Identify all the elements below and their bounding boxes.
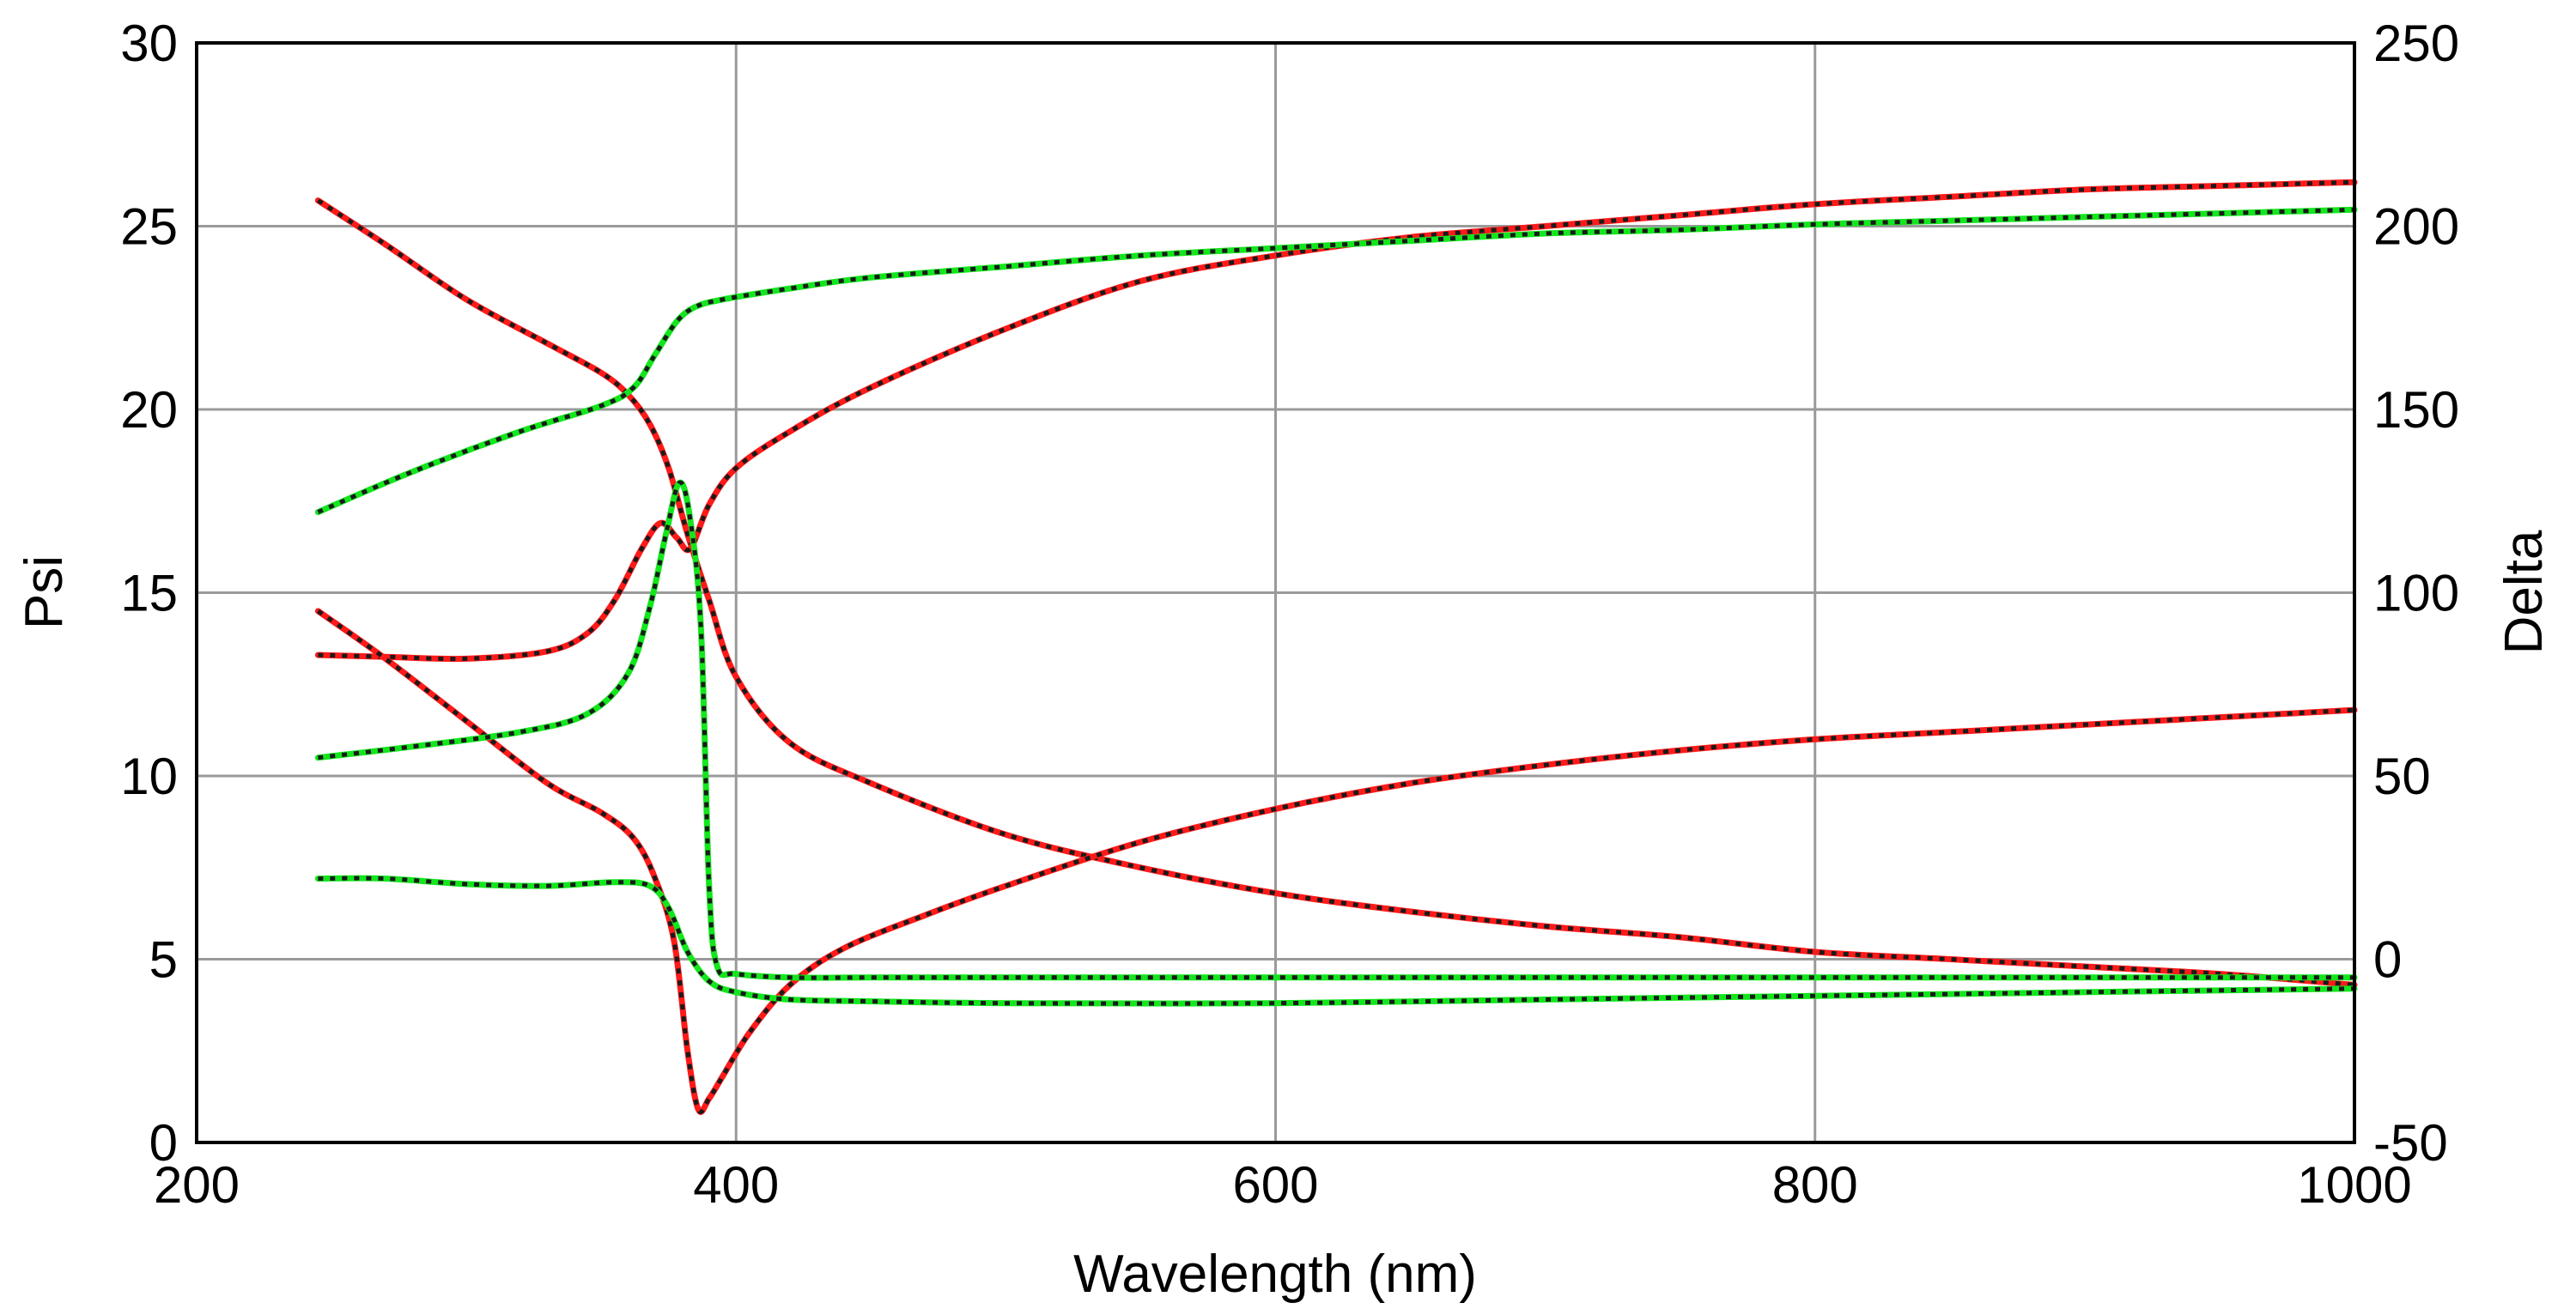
x-tick-label: 400 xyxy=(693,1156,779,1214)
y-axis-left-title: Psi xyxy=(15,555,74,629)
tick-labels: 200 400 600 800 1000 0 5 10 15 20 25 30 -50 0 50 100 150… xyxy=(120,15,2459,1214)
y-left-tick-label: 25 xyxy=(120,198,178,256)
series-layer xyxy=(314,179,2358,1115)
y-left-tick-label: 0 xyxy=(149,1114,178,1172)
y-right-tick-label: -50 xyxy=(2373,1114,2448,1172)
model-fit-line-3 xyxy=(317,207,2355,514)
y-left-tick-label: 10 xyxy=(120,748,178,805)
series-line-3 xyxy=(314,206,2358,516)
series-line-2 xyxy=(314,179,2358,663)
y-left-tick-label: 30 xyxy=(120,15,178,72)
y-right-tick-label: 50 xyxy=(2373,748,2431,805)
y-right-tick-label: 250 xyxy=(2373,15,2459,72)
x-tick-label: 1000 xyxy=(2297,1156,2411,1214)
x-tick-label: 200 xyxy=(154,1156,240,1214)
series-line-4 xyxy=(314,608,2358,1115)
y-left-tick-label: 15 xyxy=(120,565,178,622)
y-axis-right-title: Delta xyxy=(2494,530,2554,654)
y-right-tick-label: 150 xyxy=(2373,381,2459,439)
y-left-tick-label: 5 xyxy=(149,931,178,989)
plot-frame xyxy=(195,41,2356,1144)
series-line-6 xyxy=(314,875,2358,1007)
y-right-tick-label: 200 xyxy=(2373,198,2459,256)
y-left-tick-label: 20 xyxy=(120,381,178,439)
y-right-tick-label: 100 xyxy=(2373,565,2459,622)
model-fit-line-6 xyxy=(318,876,2355,1006)
series-line-1 xyxy=(314,197,2358,988)
x-tick-label: 800 xyxy=(1772,1156,1858,1214)
x-tick-label: 600 xyxy=(1232,1156,1318,1214)
model-fit-line-4 xyxy=(316,609,2355,1114)
series-line-5 xyxy=(314,479,2358,981)
y-right-tick-label: 0 xyxy=(2373,931,2402,989)
x-axis-title: Wavelength (nm) xyxy=(1073,1245,1477,1304)
